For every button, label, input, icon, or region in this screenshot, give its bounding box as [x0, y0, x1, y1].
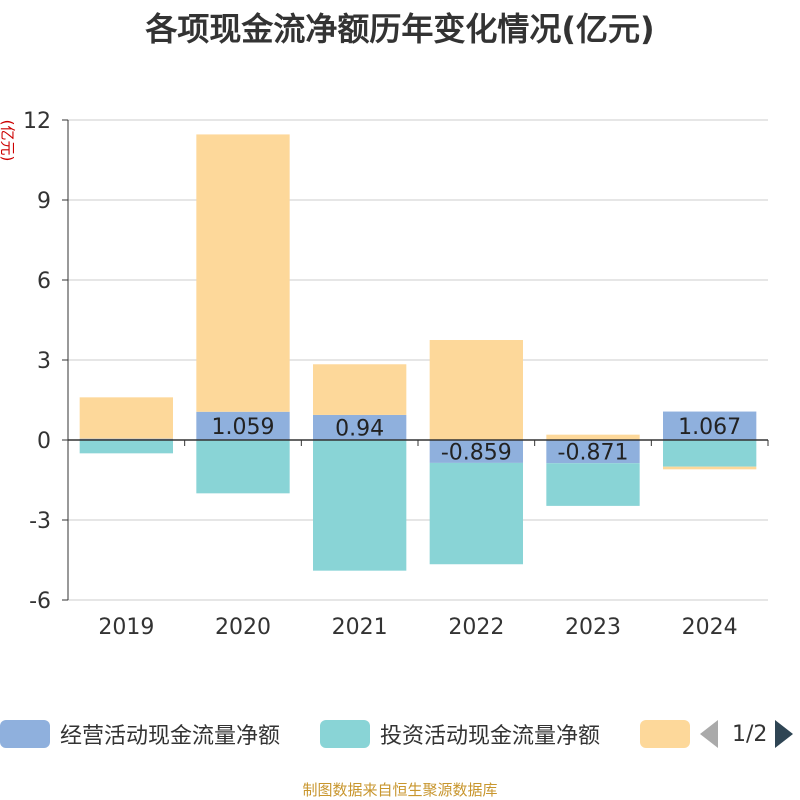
bar-2020-series-2 [196, 134, 290, 412]
bar-chart: -6 -3 0 3 6 9 12 2019 1.059 2020 0.94 2021 -0.859 202… [23, 109, 769, 640]
x-tick-label-2022: 2022 [448, 615, 504, 640]
bar-2023-series-2 [546, 434, 640, 440]
legend-swatch-third [640, 720, 690, 748]
bar-2019-series-2 [79, 397, 173, 439]
x-tick-label-2024: 2024 [682, 615, 738, 640]
bar-2024-series-0 [663, 411, 757, 440]
bar-2021-series-2 [313, 364, 407, 415]
data-label-2023: -0.871 [558, 441, 629, 466]
legend-page-indicator: 1/2 [732, 721, 768, 747]
bar-2019-series-1 [79, 440, 173, 454]
legend-prev-page-icon[interactable] [700, 720, 718, 748]
data-label-2024: 1.067 [678, 415, 741, 440]
y-tick-label: 12 [23, 109, 51, 134]
y-tick-label: 0 [37, 429, 51, 454]
data-label-2022: -0.859 [441, 440, 512, 465]
legend-next-page-icon[interactable] [775, 720, 794, 748]
bar-2024-series-1 [663, 440, 757, 467]
y-tick-label: 3 [37, 349, 51, 374]
legend-swatch-operating [0, 720, 50, 748]
bar-2023-series-1 [546, 463, 640, 506]
chart-title: 各项现金流净额历年变化情况(亿元) [145, 10, 655, 48]
data-label-2021: 0.94 [335, 416, 384, 441]
x-tick-label-2019: 2019 [98, 615, 154, 640]
bar-2022-series-0 [429, 440, 523, 463]
bar-2022-series-2 [429, 340, 523, 440]
x-tick-label-2020: 2020 [215, 615, 271, 640]
y-tick-label: -3 [29, 509, 51, 534]
legend-label-investing: 投资活动现金流量净额 [380, 724, 601, 749]
legend: 经营活动现金流量净额 投资活动现金流量净额 1/2 [0, 716, 800, 752]
bar-2021-series-1 [313, 440, 407, 571]
y-tick-label: -6 [29, 589, 51, 614]
legend-item-third[interactable] [640, 716, 690, 752]
data-label-2020: 1.059 [212, 415, 275, 440]
bar-2021-series-0 [313, 414, 407, 440]
bar-2022-series-1 [429, 462, 523, 565]
bar-2023-series-0 [546, 440, 640, 464]
legend-swatch-investing [320, 720, 370, 748]
legend-label-operating: 经营活动现金流量净额 [60, 724, 281, 749]
bar-2020-series-1 [196, 440, 290, 494]
legend-item-operating[interactable]: 经营活动现金流量净额 [0, 716, 280, 752]
x-tick-label-2023: 2023 [565, 615, 621, 640]
y-tick-label: 9 [37, 189, 51, 214]
data-source-note: 制图数据来自恒生聚源数据库 [302, 781, 498, 799]
bar-2024-series-2 [663, 466, 757, 470]
y-tick-label: 6 [37, 269, 51, 294]
legend-item-investing[interactable]: 投资活动现金流量净额 [320, 716, 600, 752]
legend-pager: 1/2 [700, 716, 794, 752]
bar-2020-series-0 [196, 411, 290, 440]
x-tick-label-2021: 2021 [332, 615, 388, 640]
